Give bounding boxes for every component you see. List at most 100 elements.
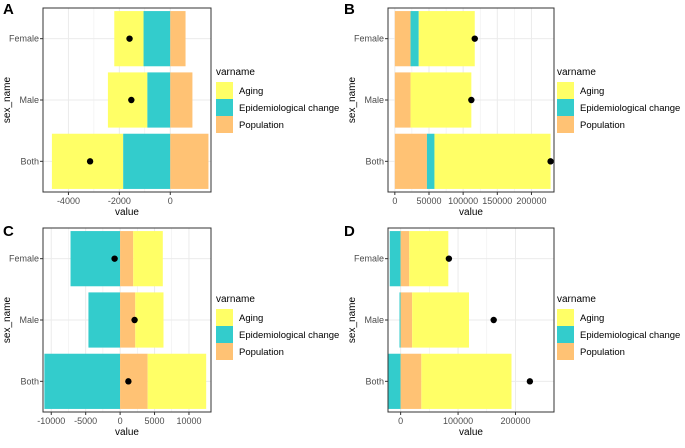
- bar-aging-male: [135, 292, 164, 348]
- y-axis-title: sex_name: [347, 296, 358, 343]
- bar-aging-male: [412, 292, 469, 348]
- bar-population-female: [120, 231, 134, 287]
- total-point-female: [471, 35, 478, 42]
- panel-label: D: [344, 223, 355, 240]
- legend-label: Aging: [239, 86, 263, 97]
- y-tick-label: Female: [9, 34, 39, 44]
- legend: varname Aging Epidemiological change Popula…: [557, 67, 680, 133]
- legend: varname Aging Epidemiological change Popula…: [557, 294, 680, 360]
- x-tick-label: 5000: [145, 416, 165, 426]
- bar-epidemiological-change-both: [426, 133, 435, 189]
- x-axis-title: value: [115, 207, 139, 218]
- bar-aging-male: [410, 72, 472, 128]
- total-point-both: [526, 378, 534, 385]
- bar-aging-female: [409, 231, 449, 287]
- legend-key-aging: [557, 309, 574, 326]
- bar-population-both: [400, 353, 422, 409]
- legend-key-aging: [557, 82, 574, 99]
- y-tick-label: Male: [19, 315, 39, 325]
- bar-population-male: [394, 72, 411, 128]
- bar-population-both: [394, 133, 427, 189]
- y-tick-label: Both: [365, 376, 384, 386]
- bar-population-female: [170, 11, 186, 67]
- x-tick-label: 200000: [516, 196, 546, 206]
- y-tick-label: Female: [354, 254, 384, 264]
- bar-aging-both: [434, 133, 551, 189]
- bar-epidemiological-change-male: [399, 292, 401, 348]
- bar-epidemiological-change-both: [44, 353, 121, 409]
- x-tick-label: 0: [392, 196, 397, 206]
- total-point-both: [86, 158, 94, 165]
- total-point-male: [131, 316, 138, 324]
- y-tick-label: Male: [364, 315, 384, 325]
- total-point-both: [125, 378, 132, 385]
- legend-label: Population: [239, 120, 284, 131]
- bar-population-both: [170, 133, 209, 189]
- legend: varname Aging Epidemiological change Popula…: [216, 294, 339, 360]
- bar-population-male: [400, 292, 413, 348]
- x-tick-label: 100000: [448, 196, 478, 206]
- x-tick-label: 100000: [443, 416, 473, 426]
- y-tick-label: Both: [20, 376, 39, 386]
- x-tick-label: -2000: [108, 196, 131, 206]
- legend-label: Population: [580, 347, 625, 358]
- legend-label: Aging: [239, 313, 263, 324]
- y-tick-label: Both: [20, 156, 39, 166]
- total-point-male: [128, 96, 135, 104]
- legend-key-population: [557, 343, 574, 360]
- y-tick-label: Male: [364, 95, 384, 105]
- legend-key-population: [216, 116, 233, 133]
- legend-key-population: [216, 343, 233, 360]
- bar-epidemiological-change-both: [123, 133, 171, 189]
- bar-population-both: [120, 353, 148, 409]
- legend-title: varname: [216, 67, 255, 78]
- panel-a: A -4000 -2000 0 Female Male Both value sex_name v…: [2, 1, 339, 218]
- bar-population-male: [120, 292, 136, 348]
- legend-key-epidemiological-change: [557, 99, 574, 116]
- legend-label: Aging: [580, 86, 604, 97]
- x-tick-label: 150000: [482, 196, 512, 206]
- legend-label: Epidemiological change: [239, 330, 339, 341]
- legend-label: Aging: [580, 313, 604, 324]
- x-tick-label: 0: [118, 416, 123, 426]
- y-axis-title: sex_name: [347, 76, 358, 123]
- legend-key-aging: [216, 82, 233, 99]
- bar-epidemiological-change-both: [388, 353, 401, 409]
- x-axis-title: value: [115, 427, 139, 438]
- x-tick-label: -5000: [74, 416, 97, 426]
- panel-b: B 0 50000 100000 150000 200000 Female Male Both v…: [344, 1, 680, 218]
- bar-population-female: [400, 231, 410, 287]
- x-axis-title: value: [459, 427, 483, 438]
- x-tick-label: -10000: [37, 416, 65, 426]
- bar-epidemiological-change-female: [389, 231, 401, 287]
- legend-label: Population: [239, 347, 284, 358]
- panel-label: B: [344, 1, 355, 18]
- panel-d: D 0 100000 200000 Female Male Both value sex_nam…: [344, 223, 680, 438]
- total-point-female: [445, 255, 453, 262]
- bar-population-male: [170, 72, 193, 128]
- legend-key-epidemiological-change: [216, 326, 233, 343]
- bar-epidemiological-change-male: [88, 292, 121, 348]
- bar-aging-both: [421, 353, 512, 409]
- bar-epidemiological-change-male: [147, 72, 171, 128]
- panel-label: C: [3, 223, 14, 240]
- legend-key-population: [557, 116, 574, 133]
- legend-key-epidemiological-change: [557, 326, 574, 343]
- bar-population-female: [394, 11, 411, 67]
- x-tick-label: -4000: [57, 196, 80, 206]
- bar-aging-both: [147, 353, 207, 409]
- x-tick-label: 50000: [416, 196, 441, 206]
- total-point-both: [547, 158, 554, 165]
- legend-title: varname: [216, 294, 255, 305]
- y-axis-title: sex_name: [2, 76, 13, 123]
- y-tick-label: Male: [19, 95, 39, 105]
- legend-key-aging: [216, 309, 233, 326]
- total-point-female: [126, 35, 133, 42]
- total-point-male: [468, 96, 475, 104]
- legend-label: Population: [580, 120, 625, 131]
- legend-label: Epidemiological change: [580, 330, 680, 341]
- y-tick-label: Female: [354, 34, 384, 44]
- total-point-male: [490, 316, 497, 324]
- legend-title: varname: [557, 67, 596, 78]
